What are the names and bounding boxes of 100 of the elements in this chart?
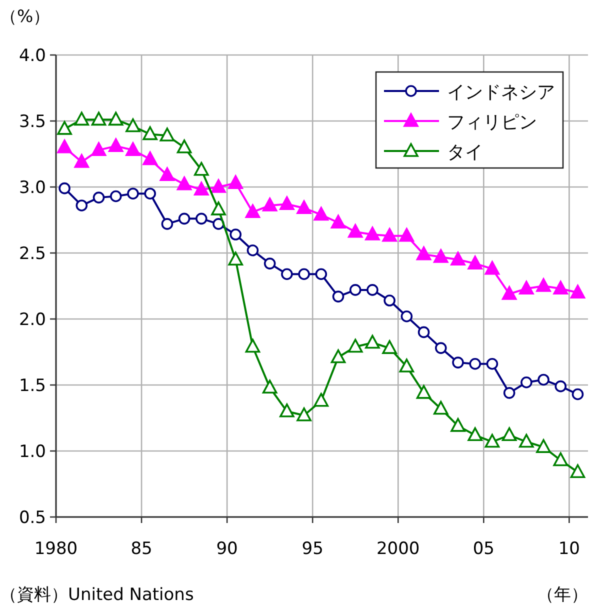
point [176, 140, 192, 154]
point [127, 188, 139, 200]
y-tick-label: 3.5 [18, 112, 46, 132]
point [502, 427, 517, 442]
point [452, 356, 464, 368]
point [126, 142, 140, 156]
y-tick-label: 1.5 [18, 376, 46, 396]
point [314, 392, 329, 407]
x-tick-label: 10 [558, 539, 580, 559]
y-tick-label: 4.0 [18, 46, 46, 66]
point [382, 228, 397, 242]
point [108, 138, 124, 152]
point [296, 407, 312, 422]
point [211, 179, 226, 193]
point [228, 175, 244, 189]
x-tick-label: 85 [130, 539, 152, 559]
point [538, 374, 550, 386]
point [57, 121, 72, 135]
point [58, 182, 70, 194]
point [262, 380, 278, 394]
point [553, 452, 568, 466]
point [572, 388, 584, 400]
point [228, 252, 244, 266]
point [126, 118, 140, 132]
point [74, 154, 90, 168]
point [211, 202, 226, 216]
point [365, 334, 380, 349]
point [399, 358, 414, 372]
x-tick-label: 1980 [34, 539, 78, 559]
legend-label: インドネシア [447, 82, 555, 103]
point [399, 228, 414, 242]
point [57, 140, 72, 154]
point [502, 286, 517, 300]
point [315, 268, 328, 280]
point [91, 112, 106, 126]
point [434, 342, 447, 354]
point [418, 326, 430, 338]
y-tick-label: 2.5 [18, 244, 46, 264]
point [330, 214, 346, 229]
y-axis-title: （%） [0, 7, 50, 27]
point [246, 244, 259, 256]
y-tick-label: 2.0 [18, 310, 46, 330]
point [348, 224, 363, 238]
point [486, 358, 498, 370]
point [536, 278, 551, 292]
point [314, 206, 329, 221]
point [433, 249, 448, 263]
point [450, 252, 466, 266]
point [503, 387, 516, 399]
x-tick-label: 2000 [376, 539, 420, 559]
point [230, 228, 242, 240]
point [176, 176, 192, 190]
x-axis-title: （年） [537, 585, 588, 605]
point [366, 284, 378, 296]
point [468, 427, 482, 442]
point [76, 200, 88, 212]
point [196, 212, 208, 225]
point [468, 256, 482, 270]
point [91, 142, 106, 156]
point [450, 418, 466, 432]
point [519, 280, 534, 295]
point [262, 198, 278, 212]
point [92, 192, 105, 204]
point [416, 246, 432, 260]
point [194, 182, 209, 196]
point [296, 200, 312, 214]
point [178, 212, 190, 225]
x-tick-label: 90 [216, 539, 238, 559]
text: （資料）United Nations [0, 585, 194, 605]
point [348, 338, 363, 353]
point [536, 439, 551, 453]
point [484, 434, 500, 448]
point [264, 258, 276, 270]
point [384, 294, 396, 306]
point [212, 218, 224, 230]
point [142, 151, 158, 166]
point [519, 434, 534, 448]
point [160, 128, 175, 142]
point [245, 338, 260, 353]
x-tick-label: 05 [472, 539, 494, 559]
point [160, 167, 175, 182]
point [330, 349, 346, 364]
point [332, 290, 344, 302]
point [280, 196, 294, 210]
point [400, 310, 413, 322]
point [570, 284, 586, 298]
point [281, 268, 293, 280]
point [349, 284, 362, 296]
point [416, 385, 432, 399]
point [108, 112, 124, 126]
point [553, 280, 568, 295]
point [520, 376, 532, 388]
point [142, 126, 158, 140]
point [484, 260, 500, 275]
point [161, 218, 174, 230]
point [110, 190, 122, 202]
point [554, 380, 567, 392]
point [433, 400, 448, 415]
point [365, 226, 380, 240]
point [298, 268, 310, 280]
